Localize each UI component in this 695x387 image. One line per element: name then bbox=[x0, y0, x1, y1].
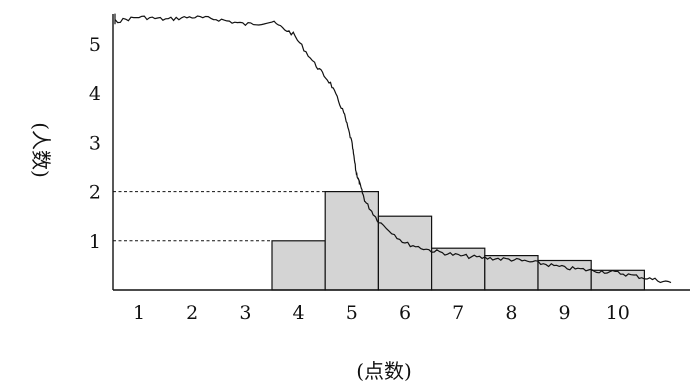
x-tick-2: 2 bbox=[186, 302, 198, 324]
x-tick-9: 9 bbox=[559, 302, 571, 324]
x-tick-7: 7 bbox=[452, 302, 464, 324]
y-tick-4: 4 bbox=[89, 83, 101, 105]
y-tick-5: 5 bbox=[89, 34, 101, 56]
x-tick-6: 6 bbox=[399, 302, 411, 324]
y-axis-label: (人数) bbox=[29, 122, 53, 178]
x-tick-labels: 1 2 3 4 5 6 7 8 9 10 bbox=[133, 302, 630, 324]
guides-group bbox=[113, 191, 326, 242]
bar-4 bbox=[271, 240, 326, 291]
x-axis-label: (点数) bbox=[356, 359, 412, 383]
y-tick-labels: 1 2 3 4 5 bbox=[89, 34, 101, 253]
x-tick-1: 1 bbox=[133, 302, 145, 324]
x-tick-8: 8 bbox=[505, 302, 517, 324]
bar-5 bbox=[324, 191, 380, 291]
y-axis-label-group: (人数) bbox=[29, 122, 53, 178]
bar-7 bbox=[431, 247, 486, 291]
x-tick-4: 4 bbox=[293, 302, 305, 324]
x-tick-3: 3 bbox=[239, 302, 251, 324]
x-tick-10: 10 bbox=[606, 302, 630, 324]
x-tick-5: 5 bbox=[346, 302, 358, 324]
bars-group bbox=[271, 191, 646, 291]
y-tick-2: 2 bbox=[89, 182, 101, 204]
y-tick-1: 1 bbox=[89, 231, 101, 253]
distribution-curve bbox=[114, 13, 672, 284]
y-tick-3: 3 bbox=[89, 132, 101, 154]
bar-6 bbox=[377, 215, 433, 291]
